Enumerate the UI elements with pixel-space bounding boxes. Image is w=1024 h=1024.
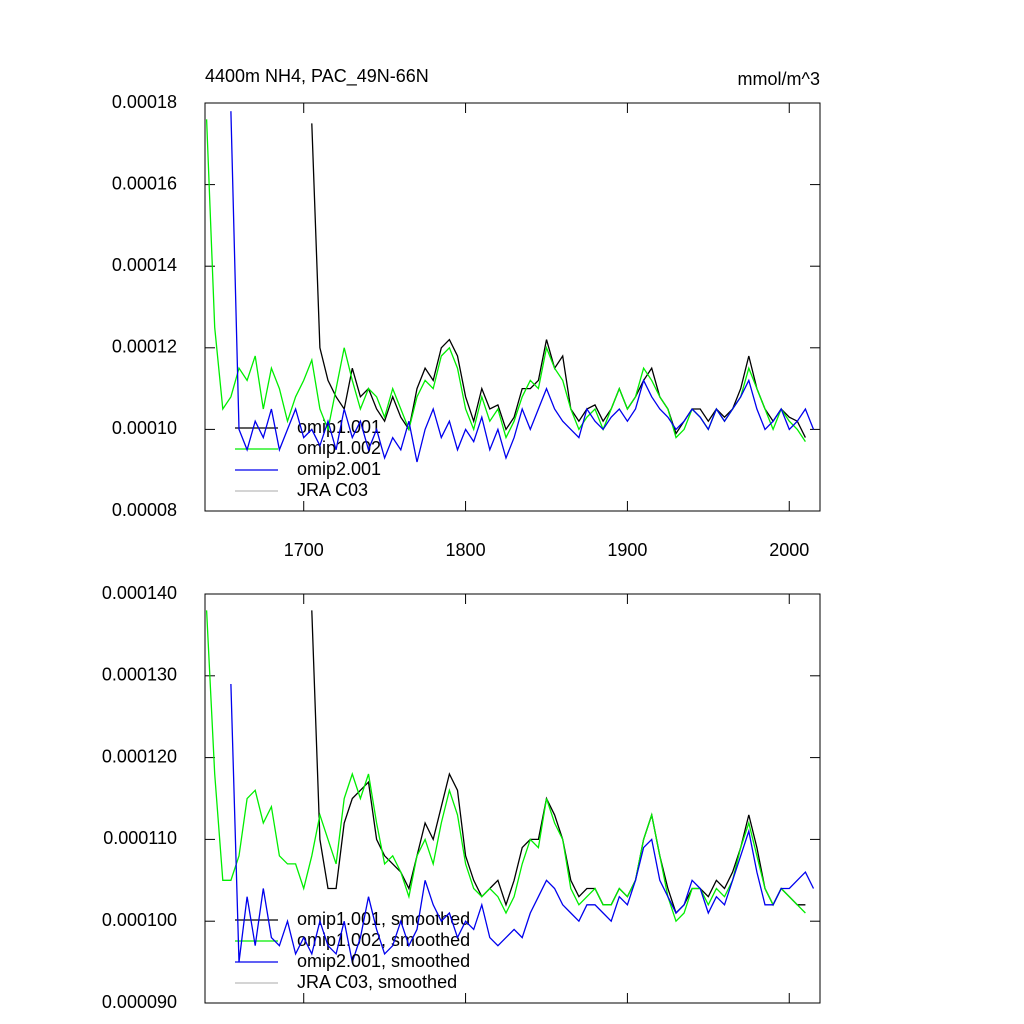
plot-frame (204, 593, 821, 1004)
series-line (311, 610, 806, 915)
x-tick-label: 1900 (607, 540, 647, 560)
y-tick-label: 0.000140 (102, 583, 177, 603)
x-tick-label: 1800 (446, 540, 486, 560)
plot-frame (204, 102, 821, 512)
legend-label: omip2.001, smoothed (297, 951, 470, 971)
y-tick-label: 0.00014 (112, 255, 177, 275)
legend-label: omip1.002, smoothed (297, 930, 470, 950)
x-tick-label: 1700 (284, 540, 324, 560)
y-tick-label: 0.000090 (102, 992, 177, 1012)
series-line (311, 123, 806, 438)
legend-label: omip2.001 (297, 459, 381, 479)
y-tick-label: 0.00008 (112, 500, 177, 520)
y-tick-label: 0.00012 (112, 337, 177, 357)
series-line (230, 683, 815, 965)
series-line (230, 111, 815, 463)
chart-title: 4400m NH4, PAC_49N-66N (205, 66, 429, 87)
y-tick-label: 0.00018 (112, 92, 177, 112)
y-tick-label: 0.000120 (102, 746, 177, 766)
legend-label: JRA C03 (297, 480, 368, 500)
y-tick-label: 0.00016 (112, 173, 177, 193)
y-tick-label: 0.000130 (102, 665, 177, 685)
series-line (205, 610, 806, 923)
y-tick-label: 0.000110 (103, 828, 177, 848)
units-label: mmol/m^3 (738, 69, 820, 89)
legend-label: JRA C03, smoothed (297, 972, 457, 992)
y-tick-label: 0.000100 (102, 910, 177, 930)
legend-label: omip1.001, smoothed (297, 909, 470, 929)
y-tick-label: 0.00010 (112, 418, 177, 438)
series-line (205, 119, 806, 442)
x-tick-label: 2000 (769, 540, 809, 560)
